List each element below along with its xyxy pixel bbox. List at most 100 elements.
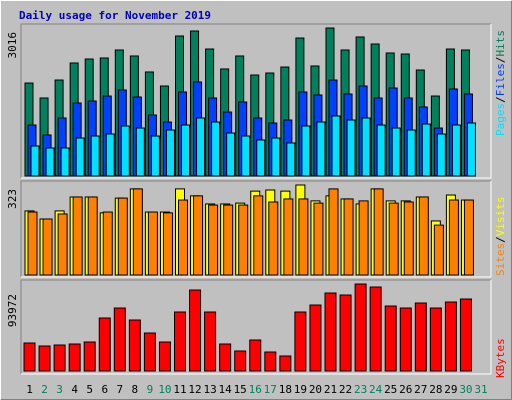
x-tick-label: 19: [294, 383, 307, 396]
bar: [271, 137, 281, 177]
bar: [399, 307, 412, 372]
bar: [226, 132, 236, 177]
bar: [117, 197, 128, 276]
x-tick-label: 7: [116, 383, 123, 396]
bar: [23, 342, 36, 372]
x-tick-label: 6: [101, 383, 108, 396]
x-tick-label: 2: [41, 383, 48, 396]
bar: [204, 311, 217, 372]
x-tick-label: 30: [459, 383, 472, 396]
x-tick-label: 20: [309, 383, 322, 396]
legend: Sites/Visits: [494, 197, 507, 277]
bar: [256, 139, 266, 177]
panel-highlight: [21, 181, 492, 278]
bar: [98, 317, 111, 372]
bar: [301, 125, 311, 177]
bar: [165, 129, 175, 177]
y-max-label: 93972: [6, 294, 19, 327]
bar: [421, 123, 431, 177]
bar: [391, 127, 401, 177]
bar: [120, 125, 130, 177]
bar: [53, 344, 66, 372]
x-tick-label: 5: [86, 383, 93, 396]
x-tick-label: 23: [354, 383, 367, 396]
bar: [346, 119, 356, 177]
bar: [178, 199, 188, 276]
x-tick-label: 13: [203, 383, 216, 396]
bar: [376, 124, 386, 177]
bar: [354, 283, 367, 372]
bar: [162, 212, 173, 276]
bar: [264, 351, 277, 372]
bar: [223, 204, 234, 276]
x-tick-label: 10: [158, 383, 171, 396]
x-tick-label: 25: [384, 383, 397, 396]
bar: [219, 343, 232, 372]
bar: [143, 332, 156, 372]
bar: [331, 115, 341, 177]
panel-highlight: [21, 24, 492, 179]
bar: [241, 135, 251, 177]
x-tick-label: 18: [279, 383, 292, 396]
legend-entry: Visits: [494, 197, 507, 237]
bar: [87, 196, 98, 276]
bar: [316, 121, 326, 177]
bar: [436, 133, 446, 177]
bar: [384, 305, 397, 372]
bar: [388, 202, 399, 276]
bar: [90, 135, 100, 177]
bar: [132, 188, 143, 276]
bar: [466, 122, 476, 177]
bar: [57, 213, 68, 276]
x-tick-label: 17: [264, 383, 277, 396]
panel-shadow: [20, 180, 491, 277]
bar: [27, 211, 38, 276]
legend: KBytes: [494, 338, 507, 378]
bar: [135, 127, 145, 177]
x-tick-label: 28: [429, 383, 442, 396]
x-tick-label: 27: [414, 383, 427, 396]
legend: Pages/Files/Hits: [494, 30, 507, 136]
bar: [38, 345, 51, 372]
bar: [406, 129, 416, 177]
bar: [418, 196, 429, 276]
bar: [158, 341, 171, 372]
bar: [279, 355, 292, 372]
panel-shadow: [20, 279, 491, 374]
bar: [102, 211, 113, 276]
legend-entry: Sites: [494, 243, 507, 276]
bar: [181, 124, 190, 177]
bar: [75, 137, 85, 177]
x-tick-label: 29: [444, 383, 457, 396]
legend-separator: /: [494, 236, 507, 243]
x-tick-label: 26: [399, 383, 412, 396]
bar: [238, 204, 249, 276]
bar: [403, 201, 414, 276]
bar: [249, 339, 262, 372]
x-tick-label: 21: [324, 383, 337, 396]
x-tick-label: 14: [219, 383, 233, 396]
bar: [451, 124, 461, 177]
bar: [253, 195, 264, 276]
bar: [105, 133, 115, 177]
bar: [174, 311, 186, 372]
legend-entry: KBytes: [494, 338, 507, 378]
x-tick-label: 9: [147, 383, 154, 396]
bar: [189, 289, 202, 372]
bar: [147, 211, 158, 276]
x-tick-label: 4: [71, 383, 78, 396]
bar: [373, 188, 384, 276]
x-tick-label: 11: [173, 383, 186, 396]
y-max-label: 3016: [6, 32, 19, 59]
legend-separator: /: [494, 96, 507, 103]
bar: [343, 198, 354, 276]
bar: [444, 301, 457, 372]
bar: [83, 341, 96, 372]
x-tick-label: 1: [26, 383, 33, 396]
x-tick-label: 3: [56, 383, 63, 396]
x-tick-label: 24: [369, 383, 383, 396]
legend-entry: Pages: [494, 103, 507, 136]
y-max-label: 323: [6, 189, 19, 209]
